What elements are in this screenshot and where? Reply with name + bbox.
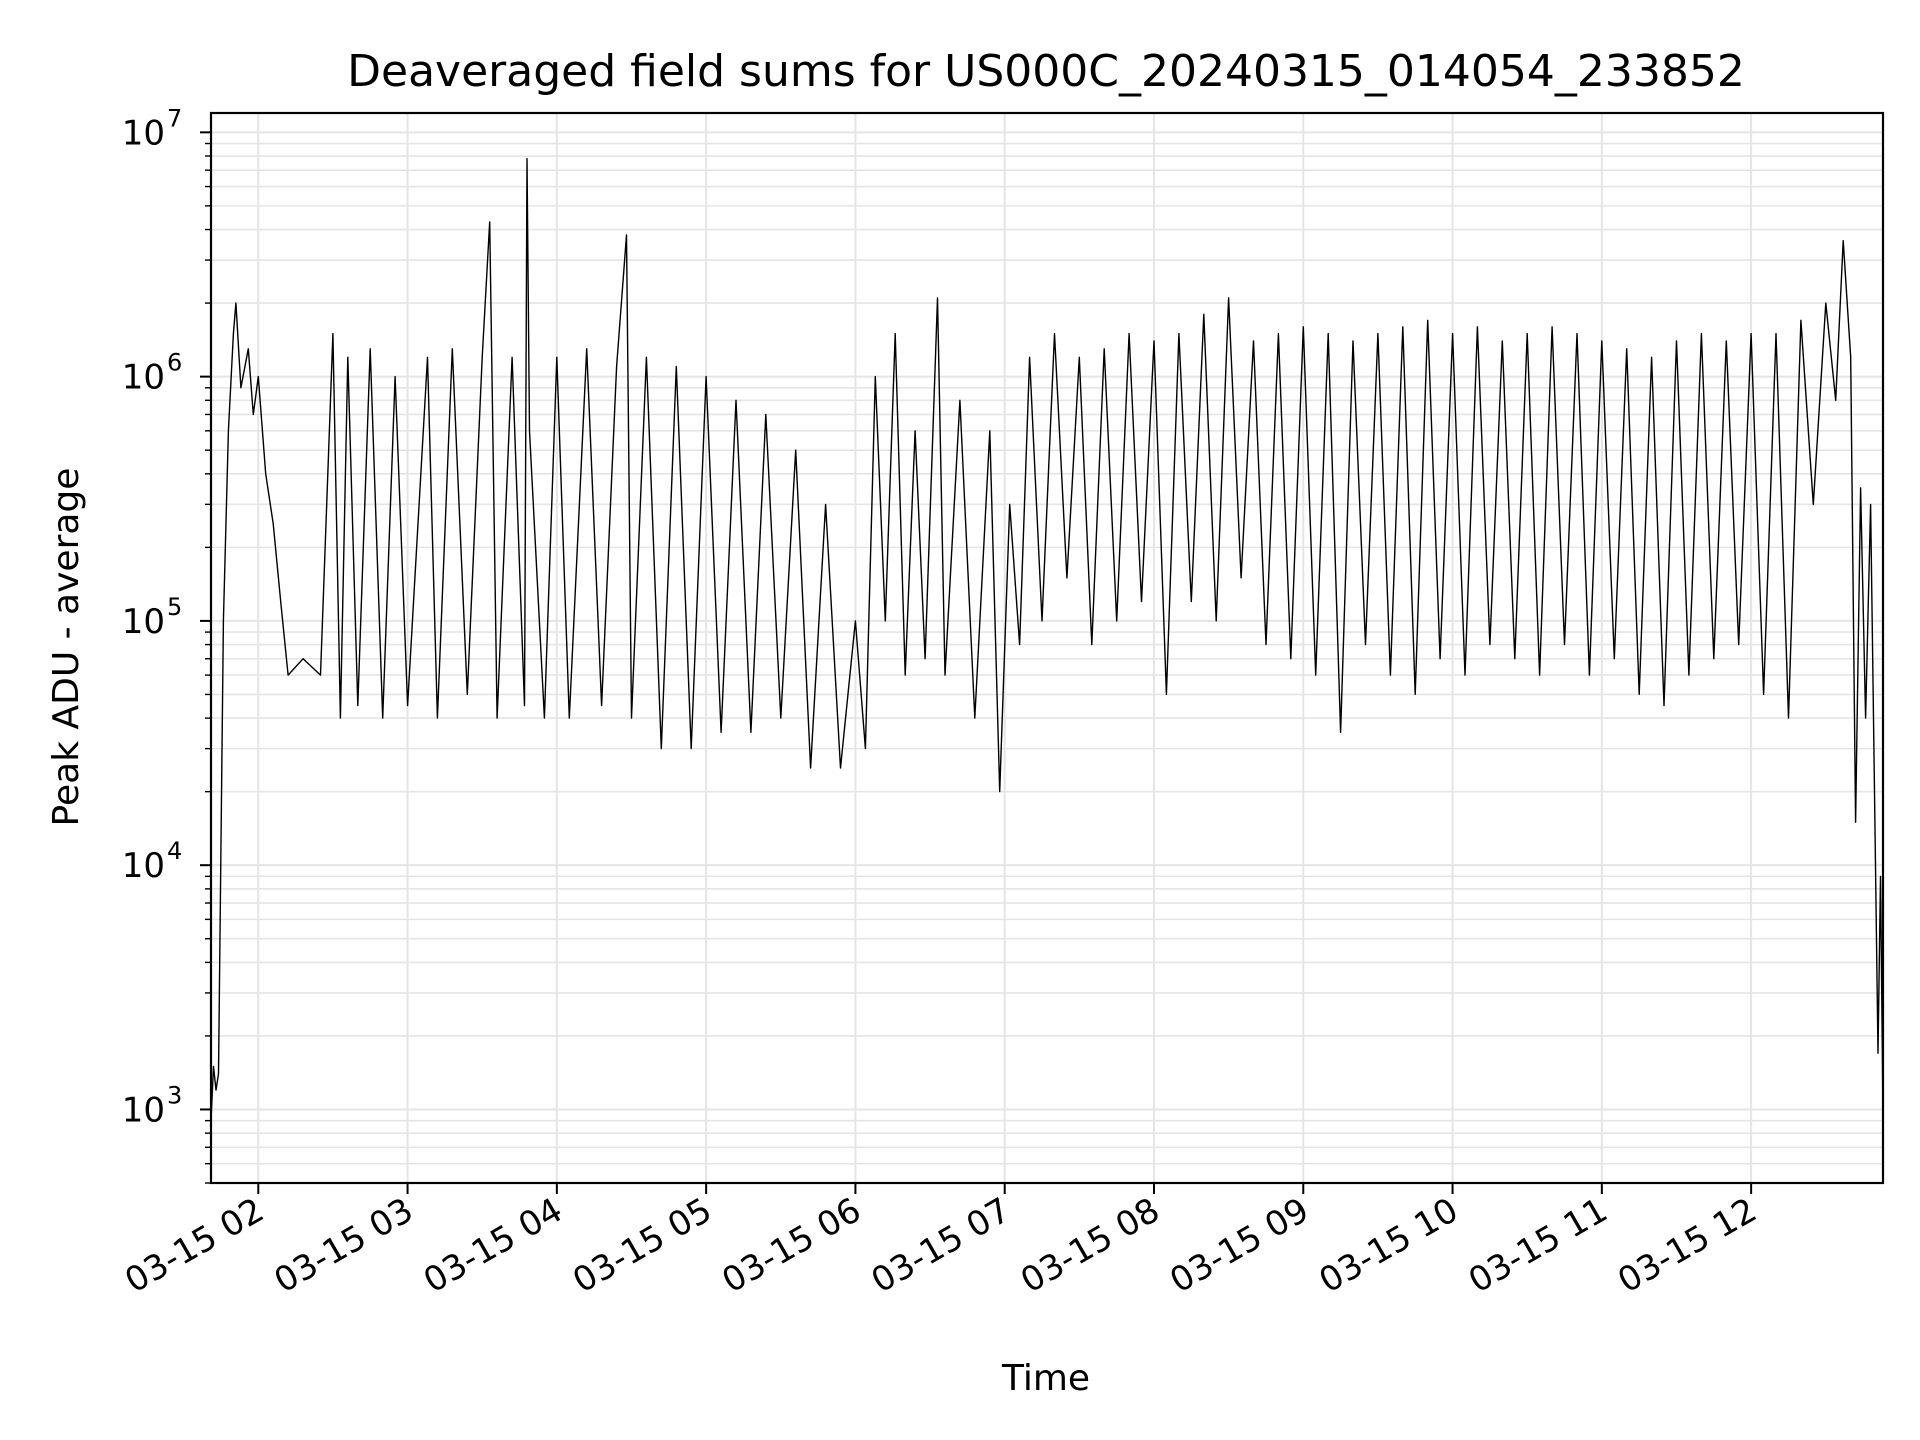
y-tick-exponent: 3 xyxy=(167,1081,182,1109)
x-axis-title: Time xyxy=(1001,1358,1090,1399)
series-line xyxy=(210,157,1884,1121)
y-tick-exponent: 6 xyxy=(167,349,182,377)
y-tick-exponent: 4 xyxy=(167,837,182,865)
minor-grid xyxy=(211,142,1883,1184)
plot-frame xyxy=(209,111,1885,1185)
y-tick-label: 10 xyxy=(122,1090,165,1130)
y-tick-label: 10 xyxy=(122,846,165,886)
y-tick-exponent: 5 xyxy=(167,593,182,621)
y-tick-label: 10 xyxy=(122,113,165,153)
chart-title: Deaveraged field sums for US000C_2024031… xyxy=(347,46,1745,97)
y-axis-title: Peak ADU - average xyxy=(46,468,87,827)
y-tick-label: 10 xyxy=(122,602,165,642)
y-tick-label: 10 xyxy=(122,358,165,398)
series-layer xyxy=(210,157,1884,1121)
y-tick-exponent: 7 xyxy=(167,104,182,132)
